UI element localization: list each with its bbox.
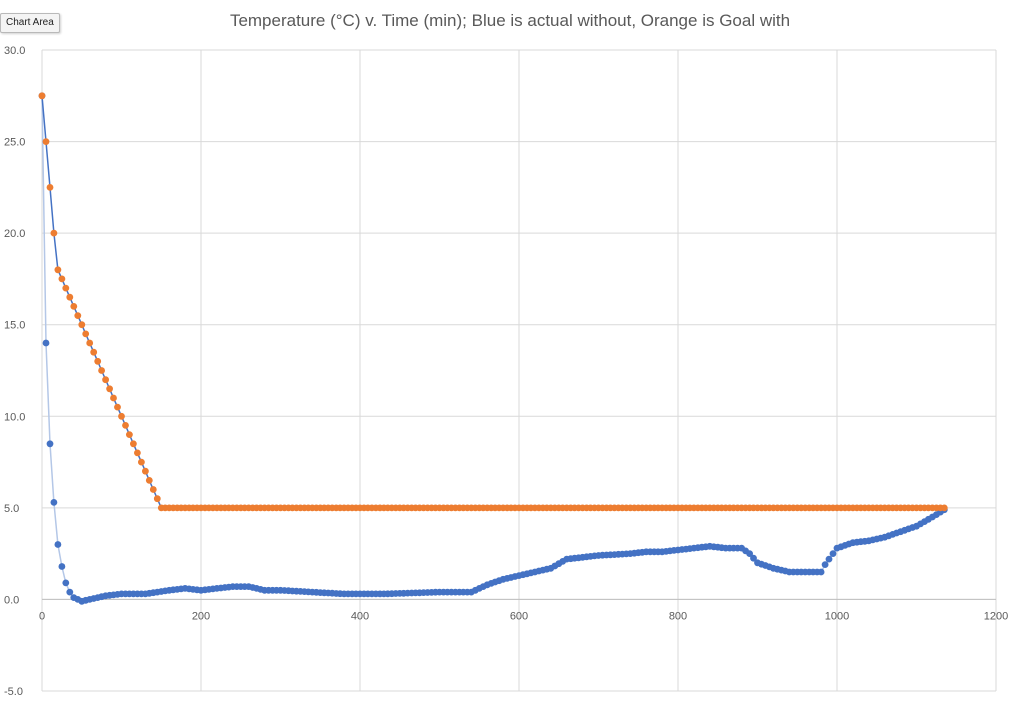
series-1-point[interactable]: [66, 588, 74, 596]
series-2-point[interactable]: [66, 293, 74, 301]
series-1-line: [41, 95, 945, 603]
series-2-point[interactable]: [106, 385, 113, 393]
series-2-point[interactable]: [102, 376, 109, 384]
series-2-point[interactable]: [110, 394, 117, 402]
y-tick-label: -5.0: [4, 686, 23, 698]
series-1-point[interactable]: [825, 555, 833, 563]
series-2-point[interactable]: [153, 495, 161, 503]
series-2-point[interactable]: [42, 138, 50, 146]
series-points: [38, 92, 948, 605]
series-1-point[interactable]: [750, 554, 757, 562]
y-tick-label: 10.0: [4, 411, 25, 423]
series-2-point[interactable]: [54, 266, 62, 274]
series-2-point[interactable]: [38, 92, 46, 100]
series-1-point[interactable]: [50, 499, 58, 506]
series-2-point[interactable]: [74, 312, 82, 319]
y-tick-label: 25.0: [4, 137, 25, 149]
series-2-point[interactable]: [78, 321, 86, 329]
x-tick-label: 1000: [825, 610, 849, 622]
series-1-point[interactable]: [829, 550, 837, 557]
x-tick-label: 1200: [984, 610, 1008, 622]
series-1-point[interactable]: [42, 339, 50, 347]
series-2-point[interactable]: [134, 449, 141, 457]
y-tick-label: 20.0: [4, 228, 25, 240]
series-2-point[interactable]: [62, 284, 70, 292]
series-2-line: [41, 95, 945, 509]
y-tick-label: 5.0: [4, 503, 19, 515]
y-tick-label: 0.0: [4, 594, 19, 606]
series-2-point[interactable]: [138, 458, 145, 466]
series-2-point[interactable]: [125, 431, 133, 438]
series-1-point[interactable]: [821, 561, 829, 568]
chart-title: Temperature (°C) v. Time (min); Blue is …: [230, 11, 790, 30]
gridlines: [41, 49, 997, 692]
x-tick-label: 0: [39, 610, 45, 622]
series-2-point[interactable]: [122, 422, 129, 429]
series-2-point[interactable]: [58, 275, 66, 283]
series-2-point[interactable]: [46, 184, 54, 191]
series-1-point[interactable]: [58, 563, 66, 570]
x-tick-label: 200: [192, 610, 210, 622]
y-tick-label: 15.0: [4, 320, 25, 332]
series-2-point[interactable]: [940, 504, 948, 512]
series-2-point[interactable]: [130, 440, 137, 448]
y-tick-label: 30.0: [4, 45, 25, 57]
series-2-point[interactable]: [82, 330, 90, 338]
series-2-point[interactable]: [90, 348, 98, 356]
series-1-point[interactable]: [46, 440, 54, 448]
x-tick-label: 800: [669, 610, 687, 622]
series-1-point[interactable]: [817, 568, 825, 576]
x-tick-label: 600: [510, 610, 528, 622]
series-2-point[interactable]: [94, 357, 102, 365]
axis-tick-labels: -5.0 0.0 5.0 10.0 15.0 20.0 25.0 30.0 0 200 400 600…: [4, 45, 1008, 698]
series-2-point[interactable]: [86, 339, 94, 347]
series-lines: [41, 95, 945, 603]
series-2-point[interactable]: [50, 229, 58, 237]
series-2-point[interactable]: [145, 477, 153, 484]
series-1-point[interactable]: [54, 541, 62, 548]
chart-area-tooltip: Chart Area: [0, 13, 60, 33]
series-1-point[interactable]: [746, 550, 753, 557]
series-2-point[interactable]: [118, 412, 125, 420]
series-2-point[interactable]: [98, 367, 105, 374]
series-2-point[interactable]: [114, 403, 121, 411]
series-2-point[interactable]: [70, 303, 78, 310]
x-tick-label: 400: [351, 610, 369, 622]
series-1-point[interactable]: [62, 579, 70, 587]
series-2-point[interactable]: [142, 467, 149, 475]
series-2-point[interactable]: [149, 486, 157, 493]
